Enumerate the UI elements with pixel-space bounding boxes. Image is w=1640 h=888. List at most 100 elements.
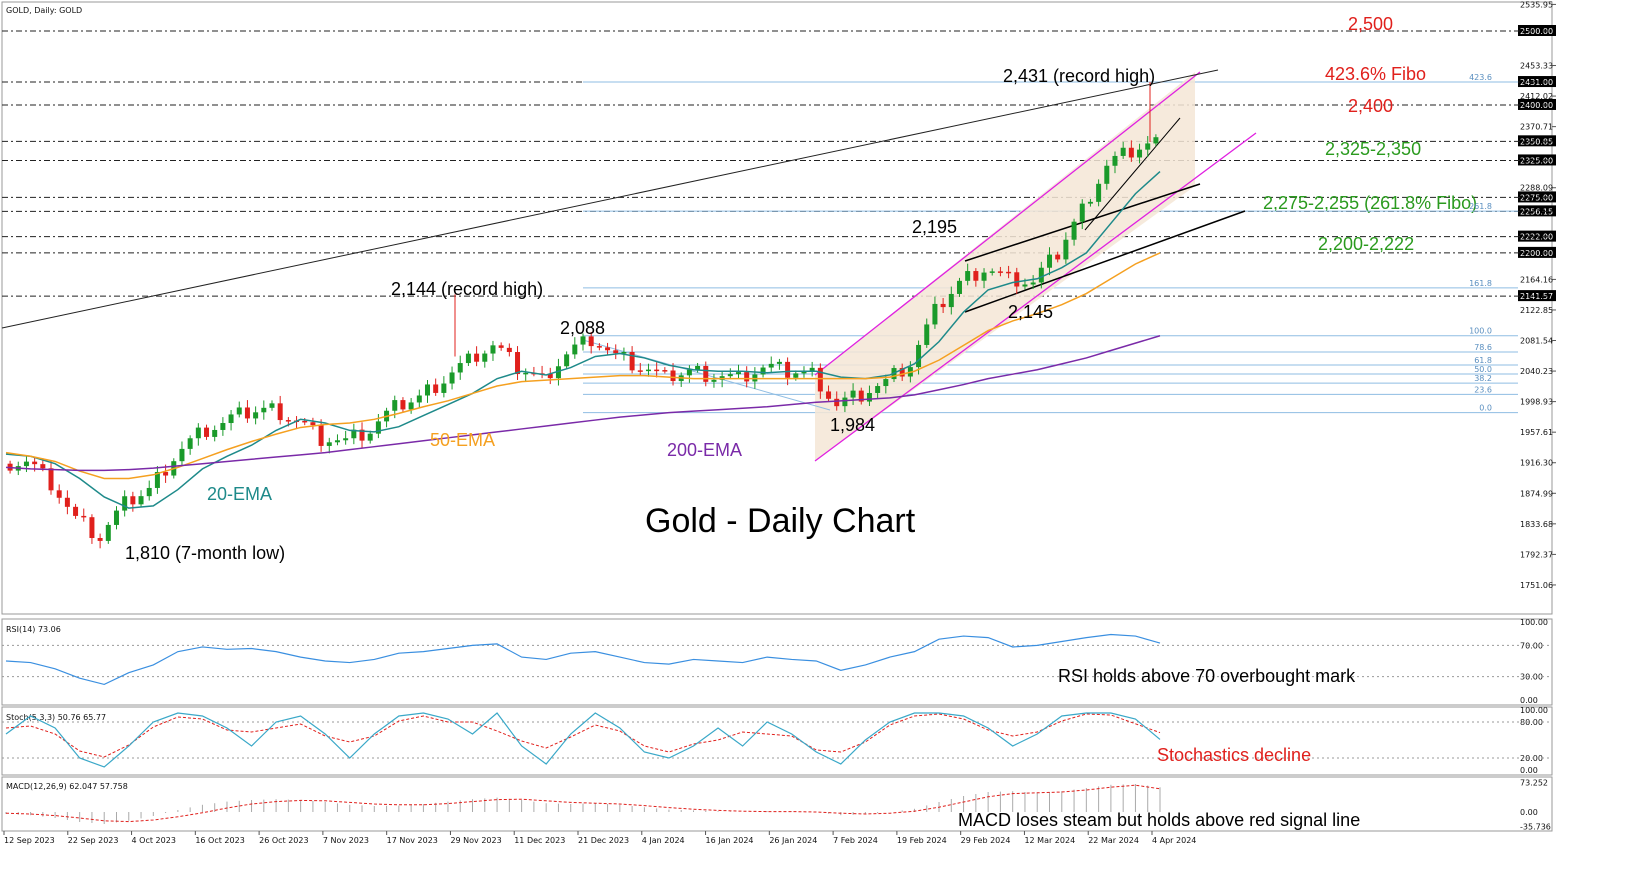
candle-body bbox=[441, 383, 447, 393]
candle-body bbox=[866, 392, 872, 402]
y-tick-label: 2256.15 bbox=[1520, 207, 1553, 216]
candle-body bbox=[187, 438, 193, 449]
candle-body bbox=[97, 538, 103, 541]
y-tick-label: 2350.85 bbox=[1520, 137, 1553, 146]
candle-body bbox=[711, 379, 717, 382]
candle-body bbox=[1055, 254, 1061, 260]
candle-body bbox=[204, 427, 210, 437]
macd-annotation: MACD loses steam but holds above red sig… bbox=[958, 810, 1360, 830]
candle-body bbox=[89, 517, 95, 539]
candle-body bbox=[498, 345, 504, 348]
candle-body bbox=[956, 280, 962, 294]
candle-body bbox=[474, 353, 480, 362]
candle-body bbox=[359, 429, 365, 441]
candle-body bbox=[1047, 254, 1053, 268]
price-level-label: 423.6% Fibo bbox=[1325, 64, 1426, 84]
fib-label: 50.0 bbox=[1474, 365, 1492, 374]
chart-title: Gold - Daily Chart bbox=[645, 502, 916, 540]
x-tick-label: 4 Apr 2024 bbox=[1152, 836, 1196, 845]
channel-lower bbox=[814, 132, 1257, 462]
candle-body bbox=[392, 400, 398, 411]
candle-body bbox=[154, 471, 160, 488]
candle-body bbox=[122, 496, 128, 511]
candle-body bbox=[408, 402, 414, 410]
candle-body bbox=[343, 438, 349, 441]
candle-body bbox=[645, 369, 651, 372]
candle-body bbox=[506, 347, 512, 353]
stoch-tick: 100.00 bbox=[1520, 706, 1548, 715]
candle-body bbox=[269, 403, 275, 408]
candle-body bbox=[1038, 267, 1044, 283]
stoch-indicator: Stoch(5,3,3) 50.76 65.77 100.00 80.00 20.00… bbox=[2, 706, 1552, 775]
annotation-label: 50-EMA bbox=[430, 430, 495, 450]
candle-body bbox=[367, 433, 373, 441]
candle-body bbox=[334, 440, 340, 443]
x-tick-label: 12 Mar 2024 bbox=[1024, 836, 1075, 845]
candle-body bbox=[703, 365, 709, 382]
y-tick-label: 1833.68 bbox=[1520, 520, 1553, 529]
macd-tick: 0.00 bbox=[1520, 808, 1538, 817]
candle-body bbox=[916, 344, 922, 368]
candle-body bbox=[826, 391, 832, 399]
candle-body bbox=[228, 414, 234, 424]
y-tick-label: 2200.00 bbox=[1520, 249, 1553, 258]
y-tick-label: 1916.30 bbox=[1520, 459, 1553, 468]
candle-body bbox=[400, 400, 406, 410]
rsi-panel-frame bbox=[1, 618, 1553, 706]
rsi-tick: 100.00 bbox=[1520, 618, 1548, 627]
candle-body bbox=[997, 271, 1003, 273]
candle-body bbox=[850, 390, 856, 398]
short-trendline bbox=[1084, 117, 1181, 231]
y-tick-label: 2400.00 bbox=[1520, 101, 1553, 110]
candle-body bbox=[490, 345, 496, 354]
macd-tick: -35.736 bbox=[1520, 822, 1551, 831]
candle-body bbox=[163, 471, 169, 476]
candle-body bbox=[899, 368, 905, 377]
candle-body bbox=[662, 370, 668, 372]
y-tick-label: 2412.02 bbox=[1520, 92, 1553, 101]
candle-body bbox=[1063, 239, 1069, 260]
candle-body bbox=[989, 271, 995, 273]
candle-body bbox=[81, 515, 87, 518]
candle-body bbox=[195, 427, 201, 439]
main-panel-frame bbox=[1, 1, 1553, 615]
candle-body bbox=[212, 429, 218, 437]
y-tick-label: 2325.00 bbox=[1520, 156, 1553, 165]
rsi-line bbox=[5, 633, 1161, 686]
candle-body bbox=[973, 271, 979, 281]
candle-body bbox=[236, 407, 242, 415]
channel-upper bbox=[814, 71, 1201, 376]
stoch-panel-frame bbox=[1, 706, 1553, 776]
x-tick-label: 19 Feb 2024 bbox=[897, 836, 947, 845]
candle-body bbox=[965, 271, 971, 281]
candle-body bbox=[138, 496, 144, 505]
y-tick-label: 2040.23 bbox=[1520, 367, 1553, 376]
y-tick-label: 2141.57 bbox=[1520, 292, 1553, 301]
fib-label: 23.6 bbox=[1474, 385, 1492, 394]
price-level-label: 2,400 bbox=[1348, 96, 1393, 116]
candle-body bbox=[1128, 147, 1134, 158]
candle-body bbox=[948, 293, 954, 308]
y-tick-label: 2275.00 bbox=[1520, 193, 1553, 202]
y-tick-label: 1998.93 bbox=[1520, 398, 1553, 407]
fib-label: 423.6 bbox=[1469, 73, 1492, 82]
candle-body bbox=[1030, 282, 1036, 285]
candle-body bbox=[465, 353, 471, 364]
candle-body bbox=[809, 367, 815, 371]
stoch-tick: 20.00 bbox=[1520, 754, 1543, 763]
candle-body bbox=[637, 370, 643, 372]
candle-body bbox=[875, 386, 881, 393]
candle-body bbox=[940, 303, 946, 308]
macd-indicator: MACD(12,26,9) 62.047 57.758 73.252 0.00 -35… bbox=[5, 779, 1551, 831]
y-tick-label: 2431.00 bbox=[1520, 78, 1553, 87]
candle-body bbox=[1145, 143, 1151, 150]
macd-tick: 73.252 bbox=[1520, 779, 1548, 788]
x-tick-label: 29 Feb 2024 bbox=[961, 836, 1011, 845]
candle-body bbox=[1104, 165, 1110, 184]
candle-body bbox=[277, 403, 283, 421]
candle-body bbox=[1087, 201, 1093, 204]
fib-label: 0.0 bbox=[1479, 404, 1492, 413]
candle-body bbox=[1120, 147, 1126, 156]
candle-body bbox=[23, 461, 29, 467]
candle-body bbox=[302, 420, 308, 423]
